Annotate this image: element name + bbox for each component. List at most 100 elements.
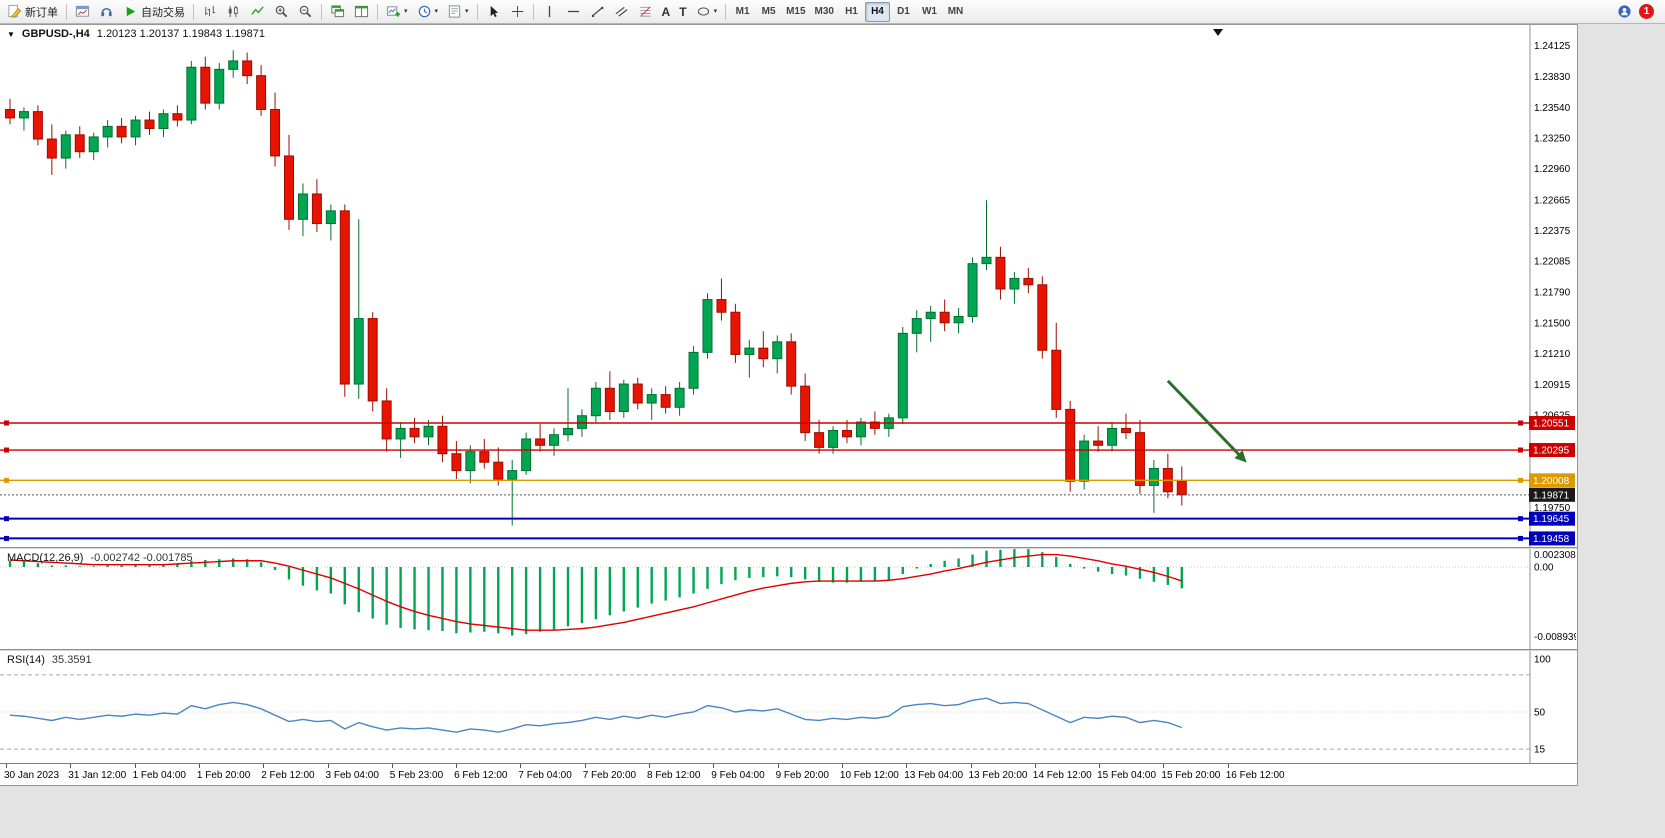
candle [1023, 267, 1034, 294]
cascade-windows-button[interactable] [326, 2, 349, 22]
line-handle[interactable] [4, 447, 9, 453]
candle [744, 339, 755, 378]
vertical-line-tool-button[interactable] [538, 2, 561, 22]
candle [549, 428, 560, 456]
candle [409, 417, 420, 444]
candlestick-mode-button[interactable] [222, 2, 245, 22]
autotrading-button[interactable]: 自动交易 [119, 2, 189, 22]
crosshair-tool-button[interactable] [506, 2, 529, 22]
timeframe-h1-button[interactable]: H1 [839, 2, 864, 22]
trend-arrow-object[interactable] [1166, 379, 1247, 463]
time-tick [456, 764, 458, 768]
bar-chart-icon [202, 4, 217, 19]
candle [74, 126, 85, 159]
timeframe-w1-button[interactable]: W1 [917, 2, 942, 22]
candle [674, 381, 685, 416]
shapes-tool-button[interactable]: ▾ [692, 2, 722, 22]
support-button[interactable] [95, 2, 118, 22]
horizontal-line-object[interactable] [0, 477, 1530, 483]
price-chart[interactable]: 1.24125 1.23830 1.23540 1.23250 1.22960 1.226… [0, 25, 1576, 547]
macd-pane: 0.002308 0.00 -0.008939 MACD(12,26,9) -0.0… [0, 549, 1577, 649]
timeframe-h4-button[interactable]: H4 [864, 1, 890, 22]
macd-chart[interactable]: 0.002308 0.00 -0.008939 [0, 549, 1576, 649]
time-tick [327, 764, 329, 768]
new-chart-button[interactable]: ▾ [382, 2, 412, 22]
line-handle[interactable] [4, 516, 9, 522]
dropdown-caret-icon: ▾ [465, 8, 469, 15]
new-order-label: 新订单 [25, 6, 58, 19]
line-handle[interactable] [1518, 420, 1523, 426]
clock-icon [417, 4, 432, 19]
horizontal-line-object[interactable] [0, 420, 1530, 426]
chart-window-button[interactable] [71, 2, 94, 22]
price-tag: 1.19645 [1529, 511, 1575, 526]
cursor-icon [486, 4, 501, 19]
periods-button[interactable]: ▾ [413, 2, 443, 22]
tile-windows-button[interactable] [350, 2, 373, 22]
line-chart-mode-button[interactable] [246, 2, 269, 22]
candle [493, 447, 504, 486]
timeframe-m15-button[interactable]: M15 [782, 2, 809, 22]
channel-tool-button[interactable] [610, 2, 633, 22]
horizontal-line-object[interactable] [0, 535, 1530, 541]
line-handle[interactable] [4, 420, 9, 426]
candle [814, 419, 825, 454]
candle [381, 388, 392, 452]
time-axis[interactable]: 30 Jan 2023 31 Jan 12:00 1 Feb 04:00 1 Feb … [0, 763, 1577, 784]
time-label: 16 Feb 12:00 [1225, 770, 1285, 781]
community-button[interactable] [1613, 2, 1636, 22]
timeframe-m5-button[interactable]: M5 [756, 2, 781, 22]
candle [270, 92, 281, 167]
time-tick [263, 764, 265, 768]
bar-chart-mode-button[interactable] [198, 2, 221, 22]
line-handle[interactable] [1518, 516, 1523, 522]
candle [1148, 460, 1159, 513]
timeframe-d1-button[interactable]: D1 [891, 2, 916, 22]
zoom-out-button[interactable] [294, 2, 317, 22]
autotrading-play-icon [123, 4, 138, 19]
pane-separator[interactable] [0, 547, 1577, 549]
ellipse-shape-icon [696, 4, 711, 19]
timeframe-m30-button[interactable]: M30 [811, 2, 838, 22]
pane-separator[interactable] [0, 649, 1577, 651]
candle [367, 312, 378, 412]
rsi-chart[interactable]: 100 50 15 [0, 651, 1576, 763]
price-tag: 1.19871 [1529, 487, 1575, 502]
label-tool-button[interactable]: T [675, 2, 690, 22]
horizontal-line-tool-button[interactable] [562, 2, 585, 22]
text-tool-button[interactable]: A [658, 2, 675, 22]
horizontal-line-object[interactable] [0, 447, 1530, 453]
line-handle[interactable] [4, 535, 9, 541]
dropdown-caret-icon: ▾ [404, 8, 408, 15]
macd-axis-label: -0.008939 [1534, 632, 1576, 643]
timeframe-m1-button[interactable]: M1 [730, 2, 755, 22]
fibonacci-tool-button[interactable] [634, 2, 657, 22]
line-handle[interactable] [4, 477, 9, 483]
candle [1176, 466, 1187, 506]
line-handle[interactable] [1518, 535, 1523, 541]
time-label: 30 Jan 2023 [4, 770, 60, 781]
candle [1065, 400, 1076, 492]
line-handle[interactable] [1518, 447, 1523, 453]
time-label: 31 Jan 12:00 [68, 770, 127, 781]
line-handle[interactable] [1518, 477, 1523, 483]
toolbar-separator [476, 3, 478, 20]
candle [995, 246, 1006, 300]
candle [758, 331, 769, 368]
candle [563, 388, 573, 442]
templates-button[interactable]: ▾ [443, 2, 473, 22]
new-order-button[interactable]: 新订单 [3, 2, 62, 22]
macd-signal-line [9, 553, 1183, 631]
horizontal-line-object[interactable] [0, 516, 1530, 522]
candle [786, 333, 797, 395]
cursor-tool-button[interactable] [482, 2, 505, 22]
trendline-icon [590, 4, 605, 19]
price-tag: 1.20295 [1529, 443, 1575, 458]
time-tick [391, 764, 393, 768]
main-toolbar: 新订单 自动交易 ▾ ▾ ▾ A T ▾ M1 M5 M15 M30 H1 H4 D1 W1 M… [0, 0, 1665, 24]
scroll-marker-icon [1213, 29, 1223, 36]
timeframe-mn-button[interactable]: MN [943, 2, 968, 22]
notification-badge[interactable]: 1 [1639, 4, 1654, 19]
zoom-in-button[interactable] [270, 2, 293, 22]
trendline-tool-button[interactable] [586, 2, 609, 22]
